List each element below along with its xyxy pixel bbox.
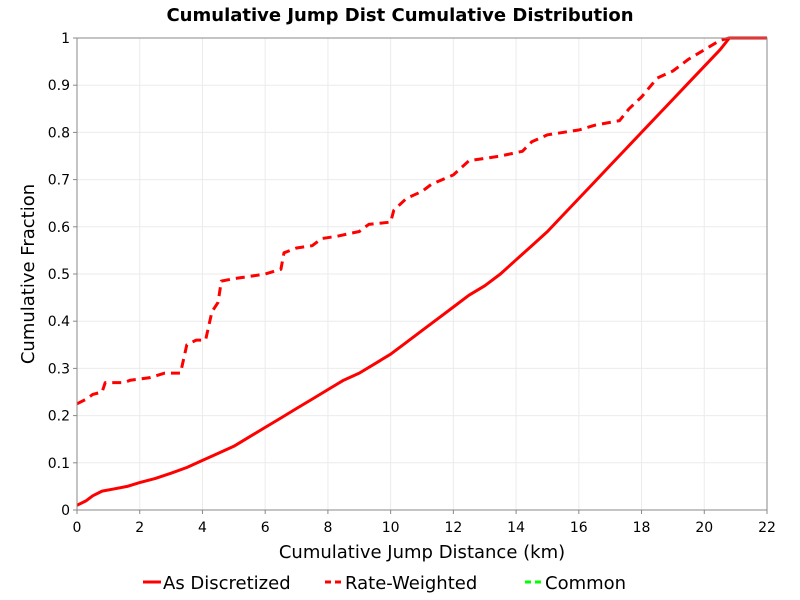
y-tick-label: 0.1 xyxy=(48,456,70,472)
series-line-rate-weighted xyxy=(76,36,767,406)
x-axis-ticks: 0 2 4 6 8 10 12 14 16 18 20 22 xyxy=(73,510,776,536)
y-tick-label: 0.7 xyxy=(48,173,70,189)
legend-label: Common xyxy=(545,573,626,594)
legend-label: As Discretized xyxy=(163,573,291,594)
x-tick-label: 8 xyxy=(323,520,332,536)
chart-title: Cumulative Jump Dist Cumulative Distribu… xyxy=(166,5,633,26)
y-tick-label: 0.6 xyxy=(48,220,70,236)
legend-label: Rate-Weighted xyxy=(345,573,477,594)
x-tick-label: 12 xyxy=(444,520,462,536)
x-tick-label: 2 xyxy=(135,520,144,536)
y-tick-label: 0.3 xyxy=(48,361,70,377)
x-tick-label: 18 xyxy=(633,520,651,536)
y-tick-label: 0.2 xyxy=(48,409,70,425)
y-tick-label: 0.5 xyxy=(48,267,70,283)
x-tick-label: 20 xyxy=(695,520,713,536)
y-tick-label: 0.9 xyxy=(48,78,70,94)
y-tick-label: 0 xyxy=(61,503,70,519)
x-tick-label: 0 xyxy=(73,520,82,536)
y-axis-label: Cumulative Fraction xyxy=(18,184,39,364)
y-tick-label: 0.8 xyxy=(48,125,70,141)
x-tick-label: 10 xyxy=(382,520,400,536)
series-group xyxy=(76,36,767,507)
y-tick-label: 1 xyxy=(61,31,70,47)
y-tick-label: 0.4 xyxy=(48,314,70,330)
series-line-as-discretized xyxy=(76,36,767,507)
x-axis-label: Cumulative Jump Distance (km) xyxy=(279,542,565,563)
y-axis-ticks: 0 0.1 0.2 0.3 0.4 0.5 0.6 0.7 0.8 0.9 1 xyxy=(48,31,77,519)
legend: As Discretized Rate-Weighted Common xyxy=(143,573,626,594)
x-tick-label: 4 xyxy=(198,520,207,536)
x-tick-label: 22 xyxy=(758,520,776,536)
x-tick-label: 14 xyxy=(507,520,525,536)
x-tick-label: 6 xyxy=(261,520,270,536)
grid-lines xyxy=(76,37,768,511)
x-tick-label: 16 xyxy=(570,520,588,536)
